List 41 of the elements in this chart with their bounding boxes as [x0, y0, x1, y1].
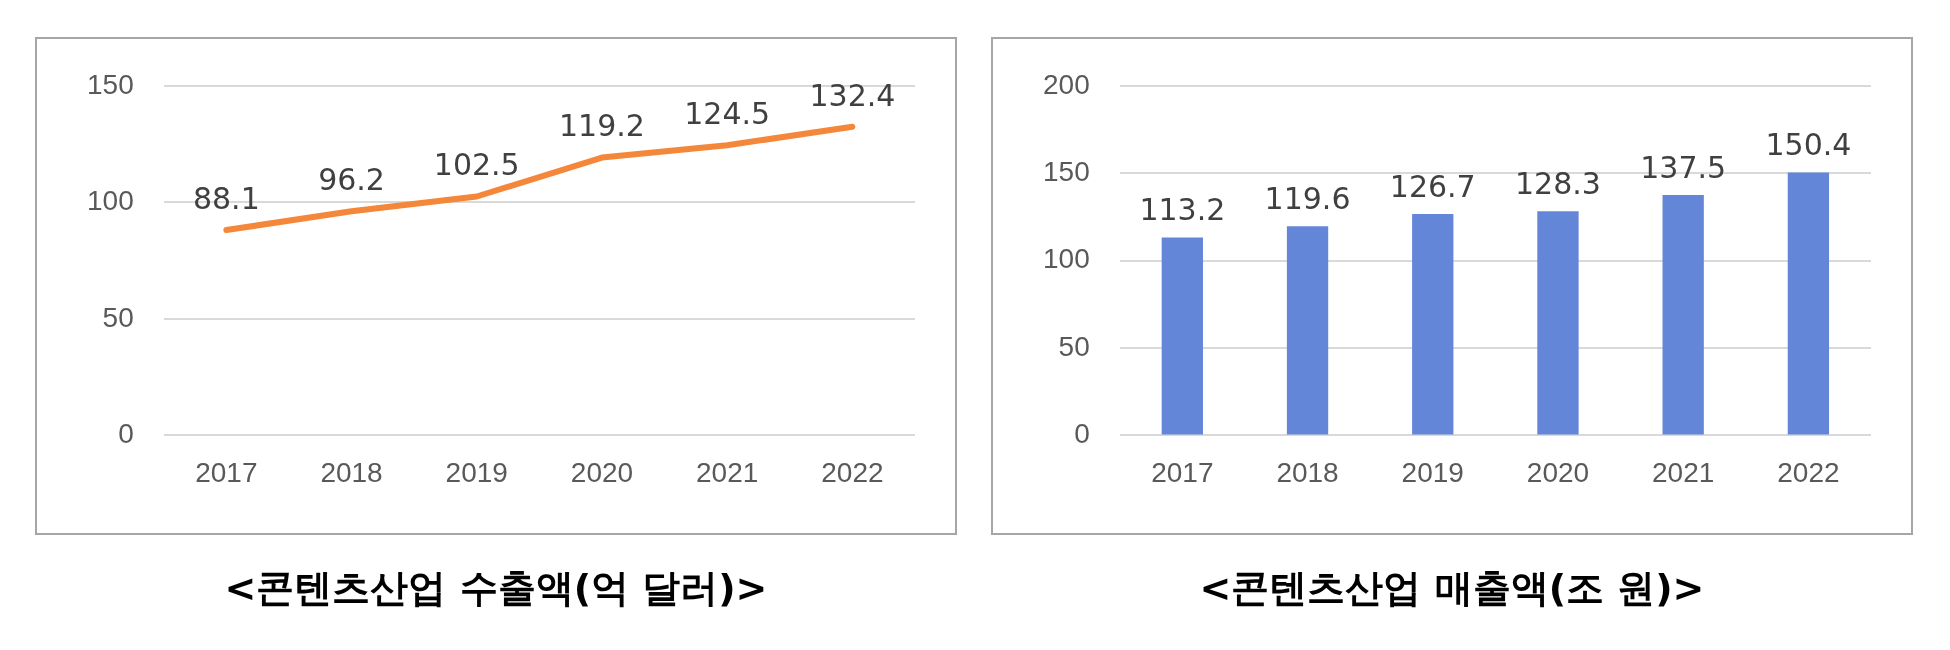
x-tick-label: 2021	[696, 456, 759, 488]
text: <콘텐츠산업 수출액(억 달러)>	[223, 565, 769, 612]
bar	[1412, 213, 1454, 435]
data-label: 137.5	[1640, 149, 1727, 185]
data-label: 124.5	[684, 96, 771, 132]
y-tick-label: 0	[1074, 418, 1090, 450]
x-tick-label: 2020	[570, 456, 634, 488]
bar	[1787, 172, 1830, 435]
y-tick-label: 100	[1043, 243, 1090, 275]
bar	[1161, 237, 1203, 435]
y-tick-label: 150	[1043, 155, 1090, 187]
x-tick-label: 2018	[1276, 456, 1339, 488]
x-tick-label: 2019	[445, 456, 508, 488]
x-tick-label: 2020	[1526, 456, 1590, 488]
x-tick-label: 2017	[195, 456, 258, 488]
x-tick-label: 2022	[821, 456, 884, 488]
y-tick-label: 0	[118, 418, 134, 450]
data-label: 150.4	[1765, 127, 1852, 163]
x-tick-label: 2017	[1151, 456, 1214, 488]
y-tick-label: 150	[87, 68, 134, 100]
bar	[1662, 195, 1704, 435]
x-tick-label: 2018	[320, 456, 383, 488]
data-label: 128.3	[1515, 165, 1601, 201]
data-label: 119.2	[559, 108, 645, 144]
y-tick-label: 200	[1043, 68, 1090, 100]
y-tick-label: 100	[87, 185, 134, 217]
x-tick-label: 2022	[1777, 456, 1840, 488]
data-label: 96.2	[318, 161, 385, 197]
data-label: 102.5	[433, 147, 520, 183]
x-tick-label: 2021	[1652, 456, 1715, 488]
y-tick-label: 50	[1058, 330, 1090, 362]
data-label: 119.6	[1264, 181, 1351, 217]
data-label: 113.2	[1139, 192, 1226, 228]
data-label: 126.7	[1389, 168, 1476, 204]
data-label: 88.1	[192, 180, 260, 216]
y-tick-label: 50	[102, 301, 134, 333]
text: <콘텐츠산업 매출액(조 원)>	[1198, 565, 1706, 612]
bar	[1537, 211, 1579, 435]
x-tick-label: 2019	[1401, 456, 1464, 488]
data-label: 132.4	[809, 77, 896, 113]
bar	[1286, 226, 1329, 435]
